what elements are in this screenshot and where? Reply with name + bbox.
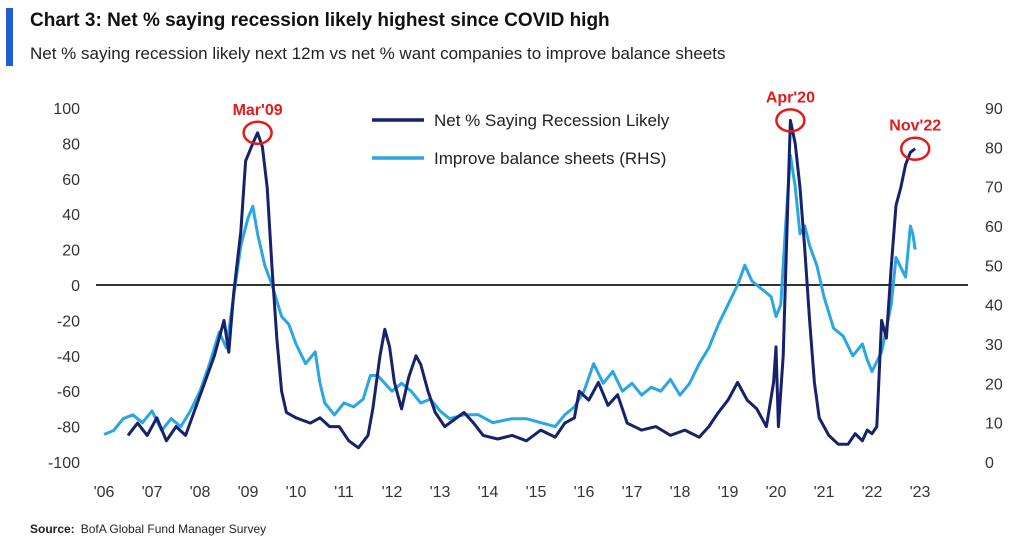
left-tick-label: -40 xyxy=(57,349,80,366)
right-tick-label: 90 xyxy=(985,101,1003,118)
annotation-label: Apr'20 xyxy=(766,89,815,106)
right-tick-label: 40 xyxy=(985,298,1003,315)
series-line-balance-sheets xyxy=(103,153,917,436)
right-tick-label: 0 xyxy=(985,455,994,472)
x-axis: '06 '07 '08 '09 '10 '11 '12 '13 '14 '15 '16 '17 '18 '… xyxy=(94,484,931,501)
source-note: Source: BofA Global Fund Manager Survey xyxy=(30,522,266,536)
x-tick-label: '23 xyxy=(910,484,931,501)
source-label: Source: xyxy=(30,522,75,536)
left-tick-label: 80 xyxy=(62,136,80,153)
legend-label: Net % Saying Recession Likely xyxy=(434,111,670,130)
x-tick-label: '12 xyxy=(382,484,403,501)
left-tick-label: 40 xyxy=(62,207,80,224)
x-tick-label: '20 xyxy=(766,484,787,501)
left-tick-label: -20 xyxy=(57,313,80,330)
annotation-label: Mar'09 xyxy=(233,102,283,119)
right-tick-label: 50 xyxy=(985,258,1003,275)
right-tick-label: 70 xyxy=(985,180,1003,197)
left-tick-label: -80 xyxy=(57,420,80,437)
chart-subtitle: Net % saying recession likely next 12m v… xyxy=(30,44,726,63)
annotation-label: Nov'22 xyxy=(889,118,941,135)
left-tick-label: 0 xyxy=(71,278,80,295)
x-tick-label: '07 xyxy=(142,484,163,501)
x-tick-label: '22 xyxy=(862,484,883,501)
x-tick-label: '06 xyxy=(94,484,115,501)
right-tick-label: 20 xyxy=(985,376,1003,393)
right-tick-label: 80 xyxy=(985,140,1003,157)
legend: Net % Saying Recession Likely Improve bal… xyxy=(372,111,670,168)
x-tick-label: '16 xyxy=(574,484,595,501)
x-tick-label: '14 xyxy=(478,484,499,501)
right-axis: 90 80 70 60 50 40 30 20 10 0 xyxy=(985,101,1003,472)
series-layer xyxy=(103,118,917,450)
left-tick-label: 20 xyxy=(62,243,80,260)
x-tick-label: '09 xyxy=(238,484,259,501)
x-tick-label: '10 xyxy=(286,484,307,501)
title-accent-bar xyxy=(6,8,13,66)
right-tick-label: 30 xyxy=(985,337,1003,354)
left-axis: 100 80 60 40 20 0 -20 -40 -60 -80 -100 xyxy=(48,101,80,472)
x-tick-label: '15 xyxy=(526,484,547,501)
left-tick-label: 100 xyxy=(53,101,80,118)
x-tick-label: '11 xyxy=(334,484,354,501)
x-tick-label: '19 xyxy=(718,484,739,501)
source-text: BofA Global Fund Manager Survey xyxy=(80,522,267,536)
x-tick-label: '21 xyxy=(814,484,835,501)
left-tick-label: 60 xyxy=(62,172,80,189)
x-tick-label: '18 xyxy=(670,484,691,501)
x-tick-label: '17 xyxy=(622,484,643,501)
left-tick-label: -60 xyxy=(57,384,80,401)
chart-title: Chart 3: Net % saying recession likely h… xyxy=(30,10,610,31)
right-tick-label: 60 xyxy=(985,219,1003,236)
x-tick-label: '13 xyxy=(430,484,451,501)
annotation-circle xyxy=(899,136,931,161)
annotation-layer: Mar'09 Apr'20 Nov'22 xyxy=(233,89,941,161)
left-tick-label: -100 xyxy=(48,455,80,472)
annotation-circle xyxy=(775,108,806,133)
legend-label: Improve balance sheets (RHS) xyxy=(434,149,666,168)
annotation-circle xyxy=(242,120,273,146)
x-tick-label: '08 xyxy=(190,484,211,501)
series-line-recession-likely xyxy=(126,118,917,450)
right-tick-label: 10 xyxy=(985,416,1003,433)
